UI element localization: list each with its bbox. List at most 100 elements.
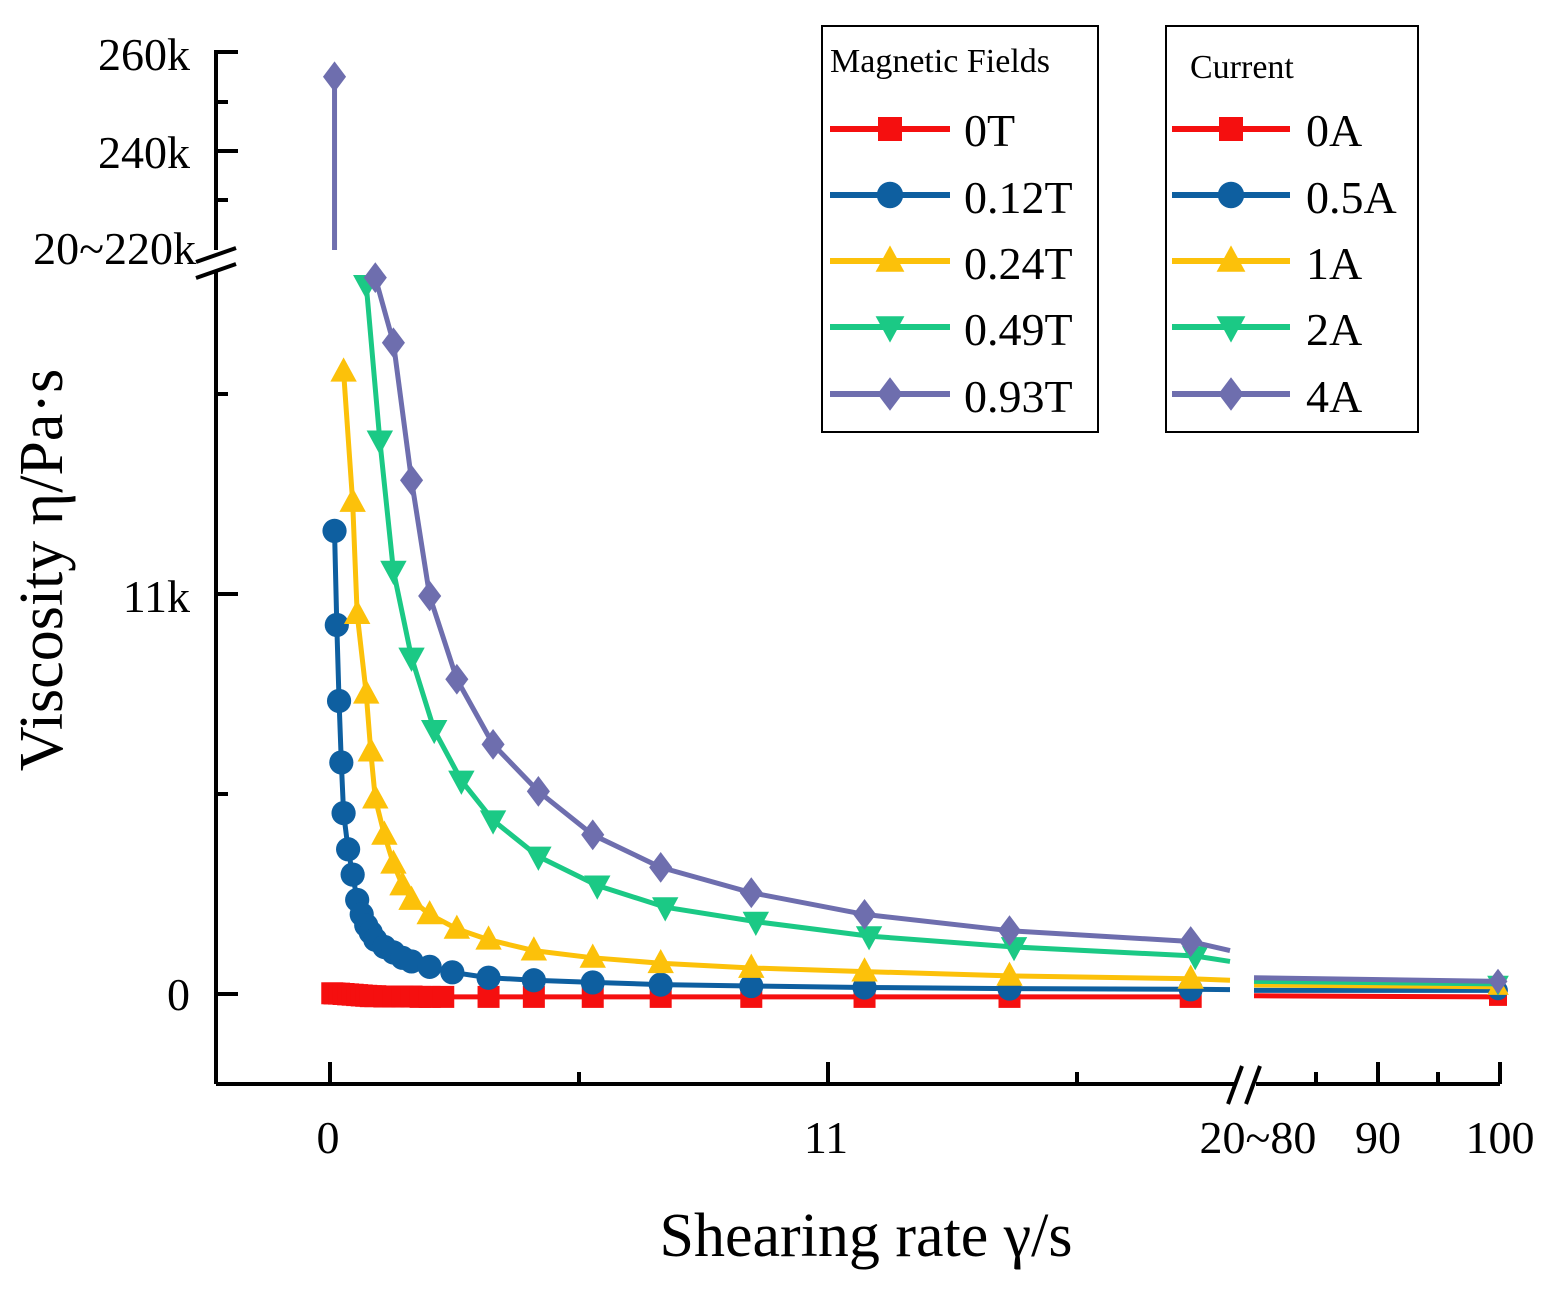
y-tick-label-break: 20~220k [33, 223, 196, 274]
series-3-point-9 [652, 897, 679, 922]
legend-0-swatch-marker-3 [875, 316, 905, 343]
legend-0-swatch-marker-4 [877, 377, 903, 411]
series-tail-right-4 [1253, 975, 1499, 984]
series-4-point-7 [581, 819, 605, 851]
series-2-point-1 [339, 487, 366, 512]
series-4-point-1 [381, 327, 405, 359]
series-line-3 [363, 284, 1196, 959]
series-1-point-4 [331, 801, 356, 826]
series-3-point-4 [420, 719, 448, 745]
legend-swatches-magnetic-fields [830, 117, 950, 411]
series-2 [330, 357, 1509, 995]
legend-1-swatch-marker-2 [1216, 245, 1246, 272]
series-1-point-0 [322, 518, 347, 543]
legend-label-049t: 0.49T [964, 304, 1073, 355]
series-2-point-0 [330, 357, 357, 382]
series-3-point-2 [380, 560, 407, 585]
series-2-point-4 [357, 737, 384, 762]
series-3-point-7 [525, 846, 552, 871]
series-1-point-20 [580, 970, 605, 995]
y-tick-label-240k: 240k [98, 127, 190, 178]
series-4-point-5 [481, 728, 505, 760]
y-tick-label-260k: 260k [98, 29, 190, 80]
series-1-point-16 [417, 954, 442, 979]
x-tick-label-100: 100 [1466, 1112, 1535, 1163]
series-3-point-6 [479, 810, 507, 835]
series-3-point-1 [366, 430, 394, 455]
legend-box-magnetic-fields [821, 25, 1099, 433]
legend-label-1a: 1A [1306, 238, 1362, 289]
series-2-point-3 [353, 679, 380, 704]
series-2-point-15 [647, 948, 674, 974]
legend-label-0a: 0A [1306, 105, 1362, 156]
series-4-point-2 [399, 464, 424, 496]
series-0-point-17 [432, 985, 455, 1008]
series-4-point-8 [649, 851, 673, 883]
legend-current: Current 0A 0.5A 1A 2A 4A [1165, 25, 1419, 433]
series-2-point-2 [343, 599, 371, 625]
series-4-point-3 [418, 580, 442, 612]
series-2-point-8 [389, 871, 416, 896]
series-1-point-21 [648, 972, 673, 997]
x-tick-label-90: 90 [1355, 1112, 1401, 1163]
legend-0-swatch-marker-0 [878, 117, 902, 141]
series-2-point-17 [851, 957, 878, 982]
y-tick-label-0: 0 [167, 969, 190, 1020]
series-2-point-5 [362, 784, 389, 809]
series-2-point-10 [416, 900, 443, 925]
series-0-point-18 [477, 985, 500, 1008]
series-1-point-22 [739, 973, 764, 999]
x-tick-label-0: 0 [317, 1112, 340, 1163]
x-axis-title: Shearing rate γ/s [659, 1202, 1072, 1270]
series-1-point-17 [440, 960, 465, 985]
series-5 [322, 61, 347, 250]
legend-label-093t: 0.93T [964, 371, 1073, 422]
series-1-point-1 [324, 612, 349, 638]
legend-swatches-current [1172, 117, 1290, 411]
legend-1-swatch-marker-4 [1218, 377, 1244, 411]
series-3-point-5 [448, 770, 475, 795]
series-4-point-9 [739, 877, 763, 909]
axes [195, 50, 1502, 1105]
series-tail-right-3 [1253, 978, 1499, 987]
series-1-point-18 [476, 965, 501, 990]
series-line-2 [341, 371, 1191, 982]
legend-1-swatch-marker-1 [1217, 181, 1245, 209]
series-2-point-6 [371, 820, 398, 845]
legend-label-05a: 0.5A [1306, 172, 1397, 223]
x-break-mark-2 [1244, 1065, 1262, 1105]
series-1-point-3 [329, 750, 354, 775]
series-2-point-14 [579, 943, 606, 968]
y-axis-title: Viscosity η/Pa·s [8, 369, 76, 771]
series-2-point-13 [520, 936, 548, 961]
legend-title-magnetic-fields: Magnetic Fields [830, 43, 1050, 80]
legend-magnetic-fields: Magnetic Fields 0T 0.12T 0.24T 0.49T 0.9… [821, 25, 1099, 433]
series-1 [322, 518, 1508, 1002]
series-4-point-4 [445, 663, 469, 695]
x-break-mark-1 [1226, 1065, 1244, 1105]
series-3-point-8 [584, 875, 611, 900]
series-4-point-6 [526, 775, 550, 807]
series-2-point-19 [1177, 964, 1204, 989]
series-4-tail-point [1488, 968, 1508, 994]
legend-label-0t: 0T [964, 105, 1015, 156]
series-2-point-12 [475, 925, 502, 950]
series-2-point-18 [996, 961, 1023, 986]
series-3-point-10 [742, 911, 770, 936]
series-4-point-0 [363, 262, 387, 294]
series-4-point-10 [852, 899, 877, 930]
legend-box-current [1165, 25, 1419, 433]
series-1-point-5 [336, 837, 361, 862]
series-2-point-9 [398, 885, 425, 910]
series-4 [363, 262, 1508, 994]
series-tail-right-0 [1253, 993, 1499, 1000]
series-3-point-3 [398, 647, 425, 672]
legend-1-swatch-marker-3 [1216, 316, 1246, 343]
series-1-point-6 [340, 862, 365, 887]
series-4-point-11 [997, 915, 1022, 947]
series-layer [321, 61, 1509, 1008]
legend-1-swatch-marker-0 [1219, 117, 1243, 141]
legend-label-4a: 4A [1306, 371, 1362, 422]
series-1-point-19 [521, 968, 546, 993]
